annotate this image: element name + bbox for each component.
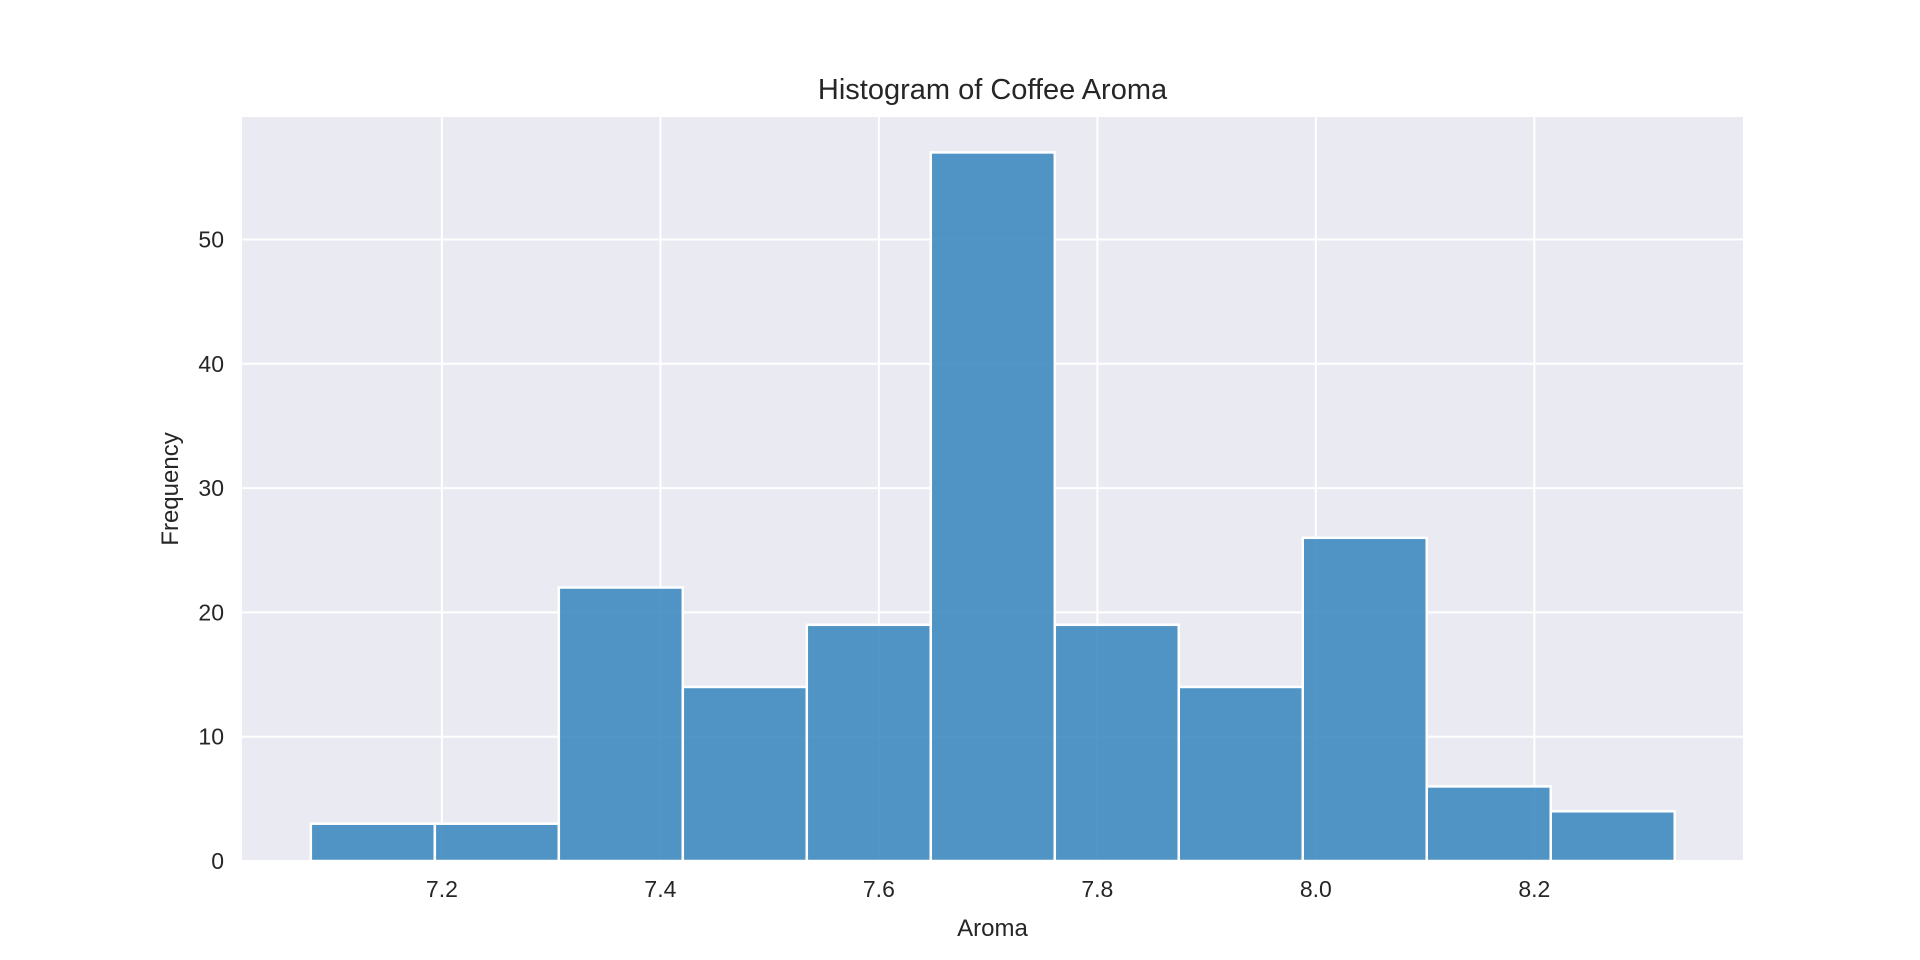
y-axis-ticks: 0 10 20 30 40 50 (198, 226, 224, 874)
histogram-bar (1549, 810, 1676, 863)
histogram-bar (1425, 785, 1552, 863)
x-tick-label: 7.4 (644, 876, 676, 902)
histogram-bar (1053, 623, 1181, 863)
histogram-bar (1177, 685, 1305, 863)
histogram-bar (557, 586, 685, 863)
chart-title: Histogram of Coffee Aroma (818, 74, 1168, 106)
x-tick-label: 7.6 (863, 876, 895, 902)
y-tick-label: 30 (198, 475, 224, 501)
x-axis-ticks: 7.2 7.4 7.6 7.8 8.0 8.2 (426, 876, 1550, 902)
x-tick-label: 7.2 (426, 876, 458, 902)
histogram-bar (681, 685, 809, 863)
histogram-bar (309, 822, 437, 863)
histogram-bar (433, 822, 561, 863)
y-tick-label: 40 (198, 351, 224, 377)
histogram-bars (309, 151, 1676, 863)
histogram-bar (805, 623, 933, 863)
x-tick-label: 7.8 (1081, 876, 1113, 902)
histogram-bar (1301, 536, 1428, 863)
y-tick-label: 10 (198, 724, 224, 750)
histogram-bar (929, 151, 1057, 863)
x-axis-label: Aroma (957, 915, 1028, 942)
y-axis-label: Frequency (157, 432, 184, 545)
x-tick-label: 8.0 (1300, 876, 1332, 902)
y-tick-label: 20 (198, 599, 224, 625)
x-tick-label: 8.2 (1518, 876, 1550, 902)
y-tick-label: 50 (198, 226, 224, 252)
y-tick-label: 0 (211, 848, 224, 874)
